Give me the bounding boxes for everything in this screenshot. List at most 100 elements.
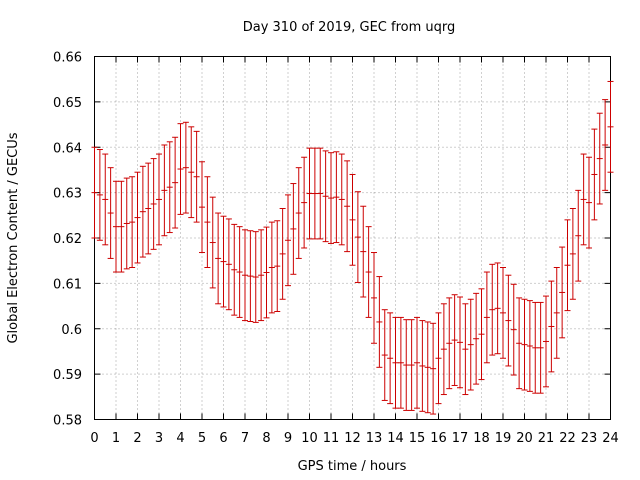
error-bar-point	[435, 312, 442, 405]
error-bars	[91, 80, 614, 415]
error-bar-point	[279, 208, 286, 300]
error-bar-point	[118, 180, 125, 273]
error-bar-point	[586, 156, 592, 249]
error-bar-point	[344, 160, 351, 253]
error-bar-point	[510, 283, 517, 376]
error-bar-point	[91, 146, 98, 239]
x-tick-label: 22	[559, 431, 576, 446]
chart-title: Day 310 of 2019, GEC from uqrg	[243, 20, 456, 35]
error-bar-point	[602, 99, 609, 191]
y-tick-label: 0.61	[53, 277, 82, 292]
y-tick-label: 0.62	[53, 232, 82, 247]
error-bar-point	[580, 153, 587, 246]
x-tick-label: 10	[301, 431, 318, 446]
error-bar-point	[376, 276, 383, 368]
error-bar-point	[242, 229, 248, 322]
error-bar-point	[123, 177, 130, 270]
error-bar-point	[139, 165, 146, 258]
x-tick-label: 20	[516, 431, 533, 446]
error-bar-point	[607, 80, 614, 173]
error-bar-point	[225, 218, 232, 311]
x-tick-label: 7	[241, 431, 249, 446]
error-bar-point	[494, 262, 501, 355]
error-bar-point	[414, 316, 420, 409]
error-bar-point	[446, 297, 453, 390]
y-axis-label: Global Electron Content / GECUs	[6, 132, 21, 343]
error-bar-point	[537, 301, 544, 394]
error-bar-point	[156, 153, 162, 246]
error-bar-point	[220, 215, 227, 308]
error-bar-point	[317, 147, 324, 240]
error-bar-point	[129, 176, 136, 268]
error-bar-point	[177, 123, 184, 215]
error-bar-point	[193, 130, 200, 223]
y-tick-label: 0.6	[61, 323, 82, 338]
error-bar-point	[268, 221, 275, 314]
error-bar-point	[543, 295, 549, 388]
error-bar-point	[360, 205, 367, 298]
error-bar-point	[526, 300, 533, 392]
error-bar-point	[107, 167, 114, 259]
y-tick-label: 0.65	[53, 96, 82, 111]
y-tick-label: 0.64	[53, 141, 82, 156]
grid-lines	[94, 56, 611, 420]
error-bar-point	[596, 112, 603, 205]
error-bar-point	[134, 171, 141, 264]
error-bar-point	[478, 288, 485, 381]
error-bar-point	[408, 319, 415, 411]
error-bar-point	[354, 191, 361, 283]
error-bar-point	[295, 167, 302, 259]
error-bar-point	[263, 226, 270, 319]
error-bar-point	[489, 263, 496, 356]
x-axis-label: GPS time / hours	[298, 459, 407, 474]
x-tick-label: 14	[387, 431, 404, 446]
error-bar-point	[349, 173, 356, 266]
error-bar-point	[403, 319, 410, 411]
x-tick-label: 19	[495, 431, 512, 446]
error-bar-point	[387, 312, 394, 405]
x-tick-label: 0	[90, 431, 98, 446]
x-tick-label: 18	[473, 431, 490, 446]
error-bar-point	[451, 294, 458, 386]
error-bar-point	[182, 121, 189, 214]
x-tick-label: 13	[366, 431, 383, 446]
error-bar-point	[462, 303, 469, 396]
x-tick-label: 4	[176, 431, 184, 446]
error-bar-point	[564, 219, 571, 312]
error-bar-point	[419, 320, 426, 412]
x-tick-label: 21	[538, 431, 555, 446]
x-tick-label: 8	[262, 431, 270, 446]
x-tick-label: 2	[133, 431, 141, 446]
error-bar-point	[483, 271, 490, 364]
error-bar-point	[559, 246, 566, 339]
error-bar-point	[204, 176, 211, 268]
error-bar-point	[285, 194, 291, 287]
x-tick-label: 6	[219, 431, 227, 446]
error-bar-point	[96, 149, 103, 241]
error-bar-point	[252, 231, 259, 323]
error-bar-point	[199, 161, 205, 254]
error-bar-point	[290, 183, 297, 275]
error-bar-point	[328, 152, 334, 244]
error-bar-point	[247, 230, 254, 322]
error-bar-point	[457, 296, 463, 389]
error-bar-point	[258, 229, 265, 322]
error-bar-point	[236, 226, 243, 318]
x-tick-label: 5	[198, 431, 206, 446]
x-tick-label: 16	[430, 431, 447, 446]
error-bar-point	[145, 162, 152, 255]
x-tick-label: 23	[581, 431, 598, 446]
error-bar-point	[231, 223, 238, 316]
y-tick-label: 0.58	[53, 414, 82, 429]
y-tick-label: 0.66	[53, 51, 82, 66]
error-bar-point	[215, 212, 222, 305]
error-bar-point	[306, 147, 313, 240]
error-bar-point	[381, 309, 388, 401]
error-bar-point	[553, 266, 560, 359]
error-bar-point	[150, 158, 157, 250]
error-bar-point	[365, 226, 372, 318]
error-bar-point	[516, 297, 523, 390]
x-tick-label: 11	[323, 431, 340, 446]
y-tick-label: 0.59	[53, 368, 82, 383]
